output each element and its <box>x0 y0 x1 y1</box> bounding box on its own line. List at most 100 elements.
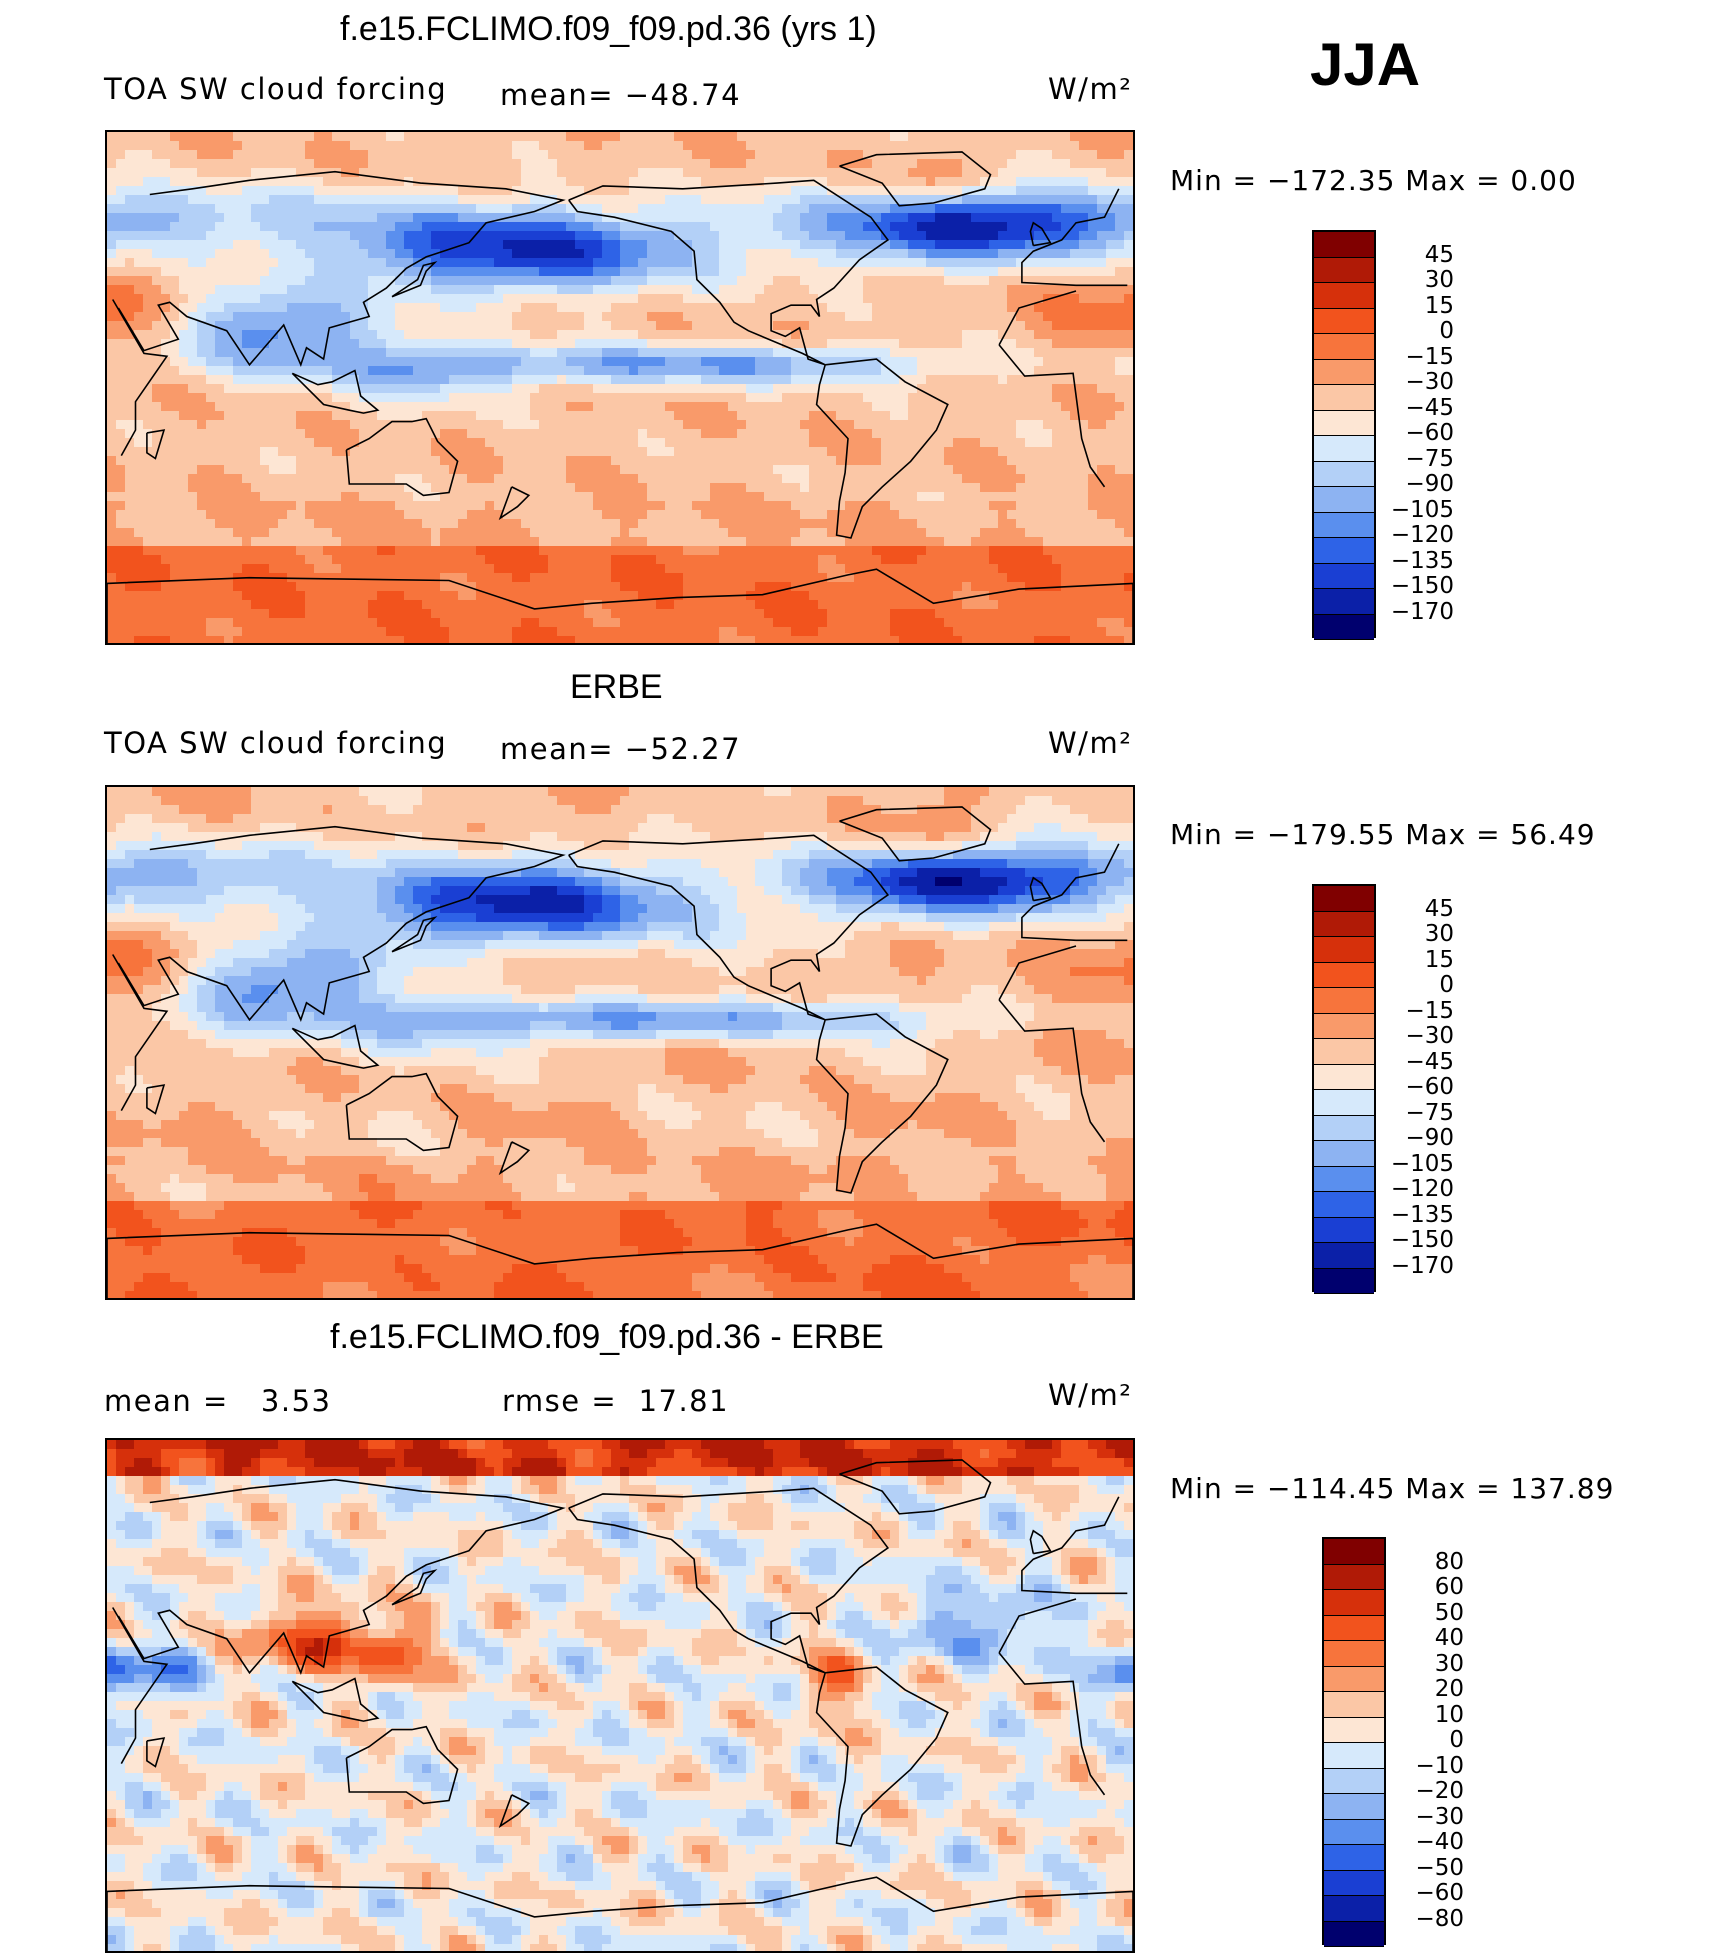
colorbar-label: 15 <box>1424 292 1454 319</box>
colorbar-label: −15 <box>1405 997 1454 1024</box>
coastline-nz <box>498 1794 531 1829</box>
colorbar-label: −30 <box>1405 369 1454 395</box>
colorbar-label: −80 <box>1415 1905 1464 1932</box>
colorbar-swatch <box>1314 410 1374 436</box>
coastline-indonesia <box>291 1024 380 1069</box>
coastline-africa <box>112 1598 1106 1796</box>
colorbar-swatch <box>1314 962 1374 988</box>
colorbar-swatch <box>1324 1845 1384 1871</box>
panel-3-rmse: rmse = 17.81 <box>502 1384 730 1418</box>
map-field <box>107 1440 1133 1951</box>
panel-1-variable: TOA SW cloud forcing <box>104 72 448 106</box>
coastline-antarctica <box>107 1876 1133 1951</box>
colorbar-label: 45 <box>1424 241 1454 268</box>
colorbar-label: −50 <box>1415 1854 1464 1881</box>
colorbar-swatch <box>1314 385 1374 411</box>
coastline-australia <box>345 417 459 497</box>
colorbar-label: −150 <box>1390 573 1454 599</box>
colorbar-swatch <box>1324 1564 1384 1590</box>
coastline-s_america <box>815 1013 949 1194</box>
colorbar-label: −60 <box>1415 1880 1464 1906</box>
colorbar-swatch <box>1314 1064 1374 1090</box>
coastline-europe_asia <box>117 825 1128 1023</box>
colorbar-swatch <box>1314 283 1374 309</box>
coastline-africa <box>112 945 1106 1143</box>
colorbar-swatch <box>1314 334 1374 360</box>
colorbar-label: −105 <box>1390 496 1454 523</box>
colorbar-swatch <box>1314 1115 1374 1141</box>
coastline-n_america <box>568 1487 890 1674</box>
colorbar-swatch <box>1314 538 1374 564</box>
panel-2-map <box>105 785 1135 1300</box>
coastline-japan <box>391 261 438 298</box>
colorbar-swatch <box>1314 1013 1374 1039</box>
coastline-madagascar <box>146 429 166 460</box>
coastline-greenland <box>839 806 992 862</box>
colorbar-label: −90 <box>1405 471 1454 497</box>
map-field <box>107 132 1133 643</box>
colorbar-label: 50 <box>1434 1599 1464 1626</box>
colorbar-swatch <box>1324 1590 1384 1616</box>
panel-3-title: f.e15.FCLIMO.f09_f09.pd.36 - ERBE <box>330 1318 884 1356</box>
colorbar-label: −30 <box>1405 1023 1454 1049</box>
colorbar-swatch <box>1314 589 1374 615</box>
panel-1-units: W/m² <box>1048 72 1133 106</box>
colorbar-swatch <box>1324 1666 1384 1692</box>
colorbar-label: −120 <box>1390 522 1454 548</box>
colorbar-label: −150 <box>1390 1227 1454 1253</box>
coastline-madagascar <box>146 1737 166 1768</box>
panel-1-map <box>105 130 1135 645</box>
colorbar-label: −60 <box>1405 1074 1454 1100</box>
coastline-uk <box>1029 1529 1052 1555</box>
colorbar-swatch <box>1324 1896 1384 1922</box>
panel-3-minmax: Min = −114.45 Max = 137.89 <box>1170 1472 1615 1505</box>
coastline-uk <box>1029 876 1052 902</box>
colorbar-label: 30 <box>1424 267 1454 293</box>
colorbar-label: −170 <box>1390 1252 1454 1279</box>
colorbar-label: 80 <box>1434 1548 1464 1575</box>
coastline-greenland <box>839 1459 992 1515</box>
colorbar-label: 10 <box>1434 1701 1464 1728</box>
colorbar-swatch <box>1324 1615 1384 1641</box>
colorbar-label: 0 <box>1439 972 1454 998</box>
colorbar-swatch <box>1324 1641 1384 1667</box>
coastline-europe_asia <box>117 170 1128 368</box>
colorbar-swatch <box>1314 911 1374 937</box>
season-label: JJA <box>1310 31 1421 98</box>
colorbar-label: 15 <box>1424 946 1454 973</box>
colorbar-label: −135 <box>1390 547 1454 574</box>
colorbar-label: 45 <box>1424 895 1454 922</box>
colorbar-label: −15 <box>1405 343 1454 370</box>
colorbar-swatch <box>1314 1192 1374 1218</box>
coastline-australia <box>345 1725 459 1805</box>
panel-3-units: W/m² <box>1048 1378 1133 1412</box>
coastline-antarctica <box>107 568 1133 643</box>
colorbar-swatch <box>1324 1717 1384 1743</box>
panel-2-mean: mean= −52.27 <box>500 732 742 766</box>
colorbar-swatch <box>1314 461 1374 487</box>
colorbar-box <box>1312 230 1376 640</box>
colorbar-label: 30 <box>1434 1650 1464 1677</box>
colorbar-swatch <box>1314 988 1374 1014</box>
colorbar-label: −75 <box>1405 445 1454 472</box>
panel-2-title: ERBE <box>570 668 663 706</box>
panel-2-variable: TOA SW cloud forcing <box>104 726 448 760</box>
colorbar-swatch <box>1324 1921 1384 1947</box>
colorbar-swatch <box>1324 1743 1384 1769</box>
colorbar-swatch <box>1314 1217 1374 1243</box>
panel-3-mean: mean = 3.53 <box>104 1384 332 1418</box>
colorbar-label: 40 <box>1434 1625 1464 1651</box>
colorbar-swatch <box>1314 257 1374 283</box>
coastline-uk <box>1029 221 1052 247</box>
coastline-greenland <box>839 151 992 207</box>
map-field <box>107 787 1133 1298</box>
panel-1-title: f.e15.FCLIMO.f09_f09.pd.36 (yrs 1) <box>340 10 877 48</box>
colorbar-swatch <box>1314 614 1374 640</box>
coastline-nz <box>498 486 531 521</box>
colorbar-swatch <box>1314 1166 1374 1192</box>
colorbar-swatch <box>1314 436 1374 462</box>
colorbar-swatch <box>1314 1039 1374 1065</box>
colorbar-label: −170 <box>1390 598 1454 625</box>
coastline-nz <box>498 1141 531 1176</box>
colorbar-swatch <box>1314 308 1374 334</box>
